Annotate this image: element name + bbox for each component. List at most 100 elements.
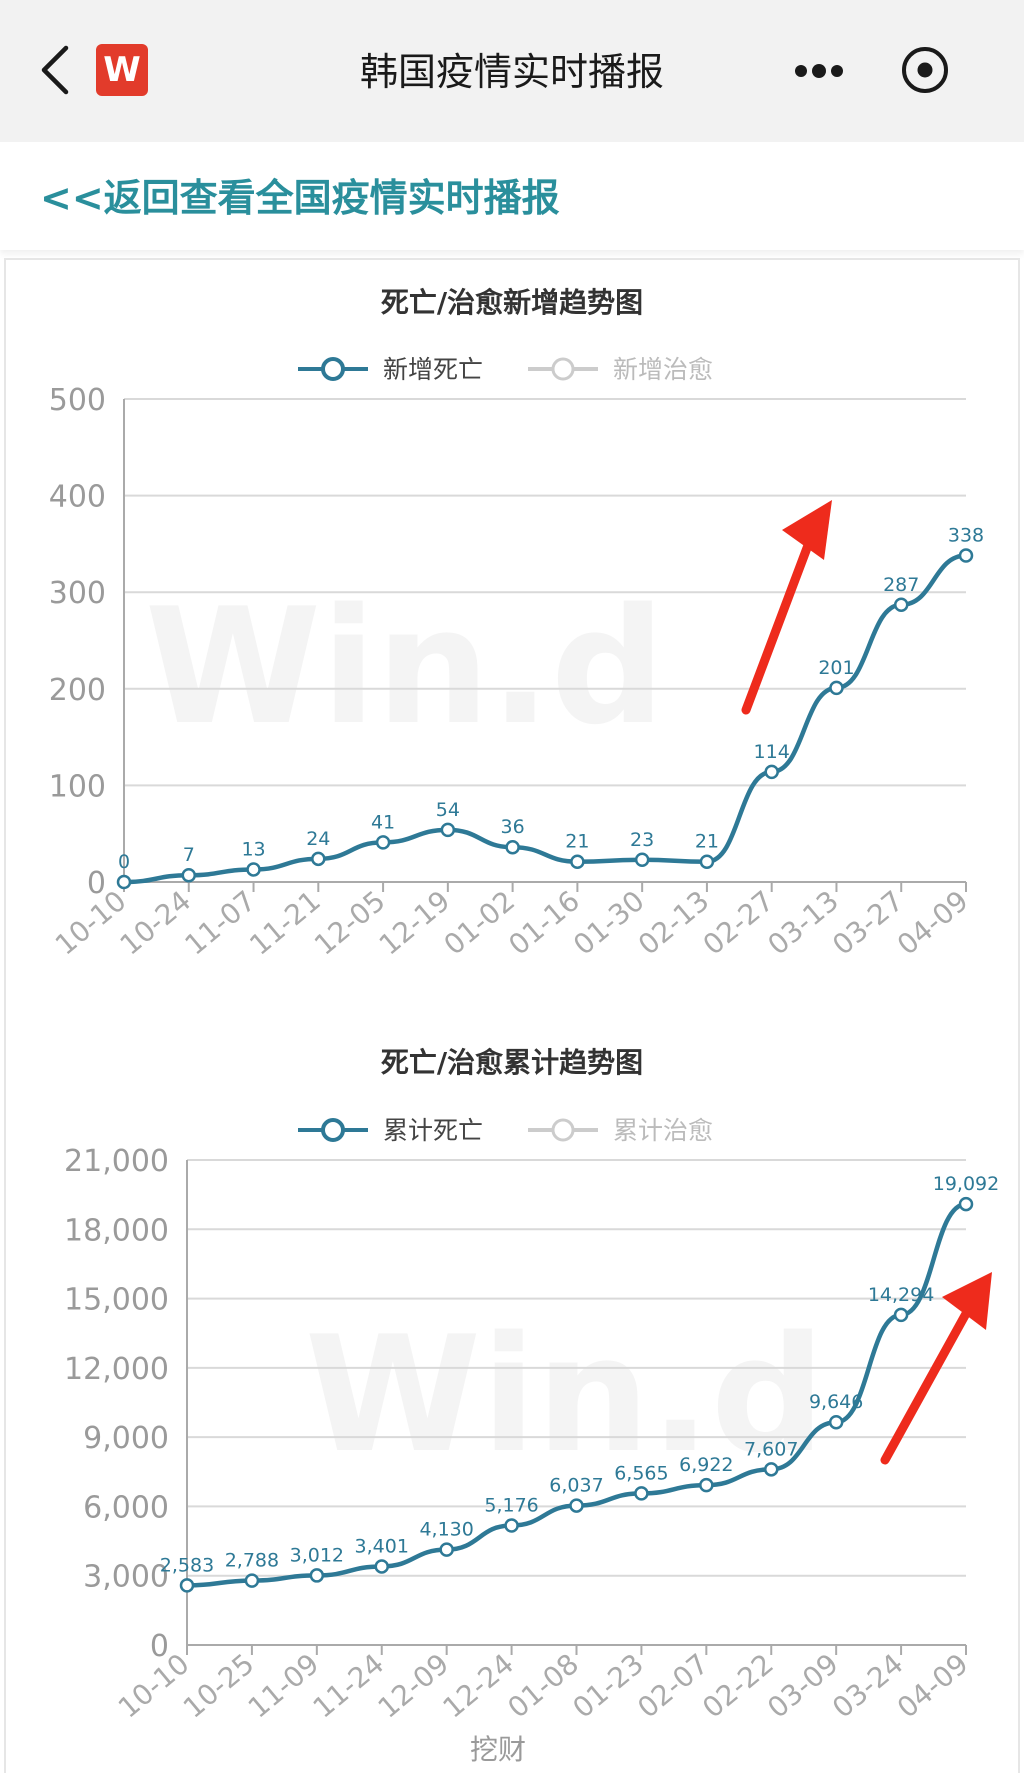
data-label: 4,130 [419,1519,473,1541]
data-point [829,680,844,696]
x-tick-label: 12-24 [437,1647,521,1725]
x-tick-label: 10-24 [114,884,198,962]
data-point [634,1486,649,1501]
trend-arrow-icon [741,535,815,715]
data-label: 2,788 [225,1550,279,1572]
data-point [504,1518,519,1533]
data-point [893,1307,909,1323]
x-tick-label: 04-09 [891,884,975,962]
y-tick-label: 15,000 [64,1283,169,1318]
x-tick-label: 02-27 [697,884,781,962]
x-tick-label: 04-09 [891,1647,975,1725]
data-label: 6,922 [679,1454,733,1476]
data-label: 3,012 [290,1544,344,1566]
data-label: 7,607 [744,1438,798,1460]
data-label: 9,646 [809,1391,863,1413]
data-label: 14,294 [868,1284,934,1306]
data-point [699,1477,714,1493]
y-tick-label: 21,000 [64,1144,169,1179]
data-point [311,851,326,867]
x-tick-label: 02-22 [696,1647,780,1725]
back-chevron-icon[interactable] [36,44,72,96]
data-point [958,548,974,563]
x-tick-label: 03-24 [826,1647,910,1725]
x-tick-label: 01-23 [566,1647,650,1725]
data-label: 36 [501,816,525,838]
x-tick-label: 01-08 [501,1647,585,1725]
x-tick-label: 11-07 [178,884,262,962]
close-miniprogram-icon[interactable] [900,45,950,95]
y-tick-label: 0 [150,1629,169,1664]
y-tick-label: 400 [49,480,106,515]
data-label: 287 [883,574,919,596]
x-tick-label: 02-13 [632,884,716,962]
legend-label-inactive: 新增治愈 [613,355,713,384]
trend-arrow-icon [880,1305,973,1465]
data-point [569,1498,584,1513]
data-point [244,1573,260,1588]
data-point [764,1462,779,1477]
x-tick-label: 01-02 [438,884,522,962]
data-point [893,597,909,613]
data-point [440,822,456,838]
data-label: 19,092 [933,1173,999,1195]
x-tick-label: 02-07 [631,1647,715,1725]
data-label: 5,176 [484,1494,538,1516]
x-tick-label: 10-25 [177,1647,261,1725]
legend-marker-inactive-icon [551,357,575,381]
data-label: 2,583 [160,1554,214,1576]
x-tick-label: 12-09 [372,1647,456,1725]
x-tick-label: 03-13 [761,884,845,962]
footer-watermark: 挖财 [470,1733,527,1766]
data-label: 54 [436,799,460,821]
data-label: 338 [948,524,984,546]
legend-marker-icon [321,1118,345,1142]
trend-arrowhead-icon [942,1272,992,1330]
legend-marker-icon [321,357,345,381]
data-point [505,839,520,855]
y-tick-label: 12,000 [64,1352,169,1387]
data-label: 3,401 [355,1535,409,1557]
data-label: 24 [306,828,330,850]
subheader-bar [0,142,1024,250]
data-point [179,1578,195,1593]
y-tick-label: 200 [49,673,106,708]
y-tick-label: 100 [49,769,106,804]
data-point [958,1196,974,1212]
data-point [439,1542,454,1557]
x-tick-label: 11-09 [242,1647,326,1725]
data-label: 201 [818,657,854,679]
data-label: 41 [371,811,395,833]
chart-watermark: Win.d [145,573,666,760]
x-tick-label: 01-16 [502,884,586,962]
x-tick-label: 03-27 [826,884,910,962]
data-point [634,852,650,868]
data-label: 114 [754,741,790,763]
page-title: 韩国疫情实时播报 [359,50,664,94]
data-label: 0 [118,851,130,873]
data-label: 6,565 [614,1462,668,1484]
trend-arrowhead-icon [782,500,832,560]
data-label: 21 [695,831,719,853]
data-point [828,1414,844,1430]
back-to-national-link[interactable]: <<返回查看全国疫情实时播报 [40,176,560,220]
data-point [374,1559,389,1574]
legend-label-inactive: 累计治愈 [613,1116,713,1145]
data-point [699,854,715,869]
x-tick-label: 11-24 [307,1647,391,1725]
data-point [570,854,585,869]
y-tick-label: 18,000 [64,1213,169,1248]
data-label: 13 [241,838,265,860]
legend-marker-inactive-icon [551,1118,575,1142]
data-label: 6,037 [549,1475,603,1497]
app-logo-icon[interactable]: W [96,44,148,96]
data-label: 23 [630,829,654,851]
y-tick-label: 500 [49,383,106,418]
more-options-icon[interactable] [792,56,846,86]
x-tick-label: 12-19 [373,884,457,962]
x-tick-label: 01-30 [567,884,651,962]
data-point [309,1568,325,1583]
legend-label: 新增死亡 [383,355,483,384]
